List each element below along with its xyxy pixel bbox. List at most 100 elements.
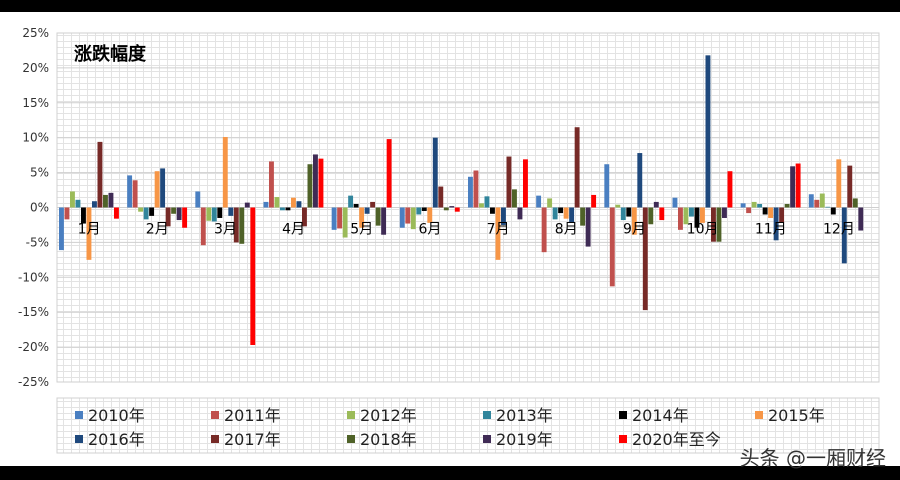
- bar: [768, 207, 774, 218]
- y-tick-label: 5%: [30, 166, 49, 180]
- bar: [795, 163, 801, 208]
- bar: [427, 207, 433, 223]
- bar: [410, 207, 416, 230]
- legend-label: 2013年: [496, 406, 553, 425]
- y-tick-label: -25%: [18, 375, 49, 389]
- bar: [479, 203, 484, 208]
- bar: [648, 207, 654, 225]
- legend-label: 2017年: [224, 430, 281, 449]
- bar: [740, 203, 746, 208]
- bar: [552, 207, 558, 220]
- y-tick-label: -15%: [18, 305, 49, 319]
- x-category-label: 3月: [214, 222, 237, 238]
- bar: [631, 207, 637, 235]
- legend-label: 2020年至今: [632, 430, 721, 449]
- bar: [694, 207, 700, 228]
- bar: [852, 198, 858, 208]
- bar: [727, 171, 733, 208]
- bar: [501, 207, 506, 225]
- y-tick-label: 10%: [22, 131, 49, 145]
- bar: [468, 176, 473, 208]
- bar: [280, 207, 285, 211]
- bar: [790, 166, 796, 208]
- x-category-label: 10月: [687, 222, 719, 238]
- y-tick-label: -5%: [26, 235, 49, 249]
- bar: [700, 207, 705, 223]
- bar: [819, 193, 825, 208]
- bar: [841, 207, 847, 264]
- bar: [132, 180, 138, 208]
- bar: [114, 207, 119, 219]
- bar: [746, 207, 752, 214]
- bar: [348, 195, 354, 208]
- bar: [615, 204, 621, 208]
- bar: [244, 202, 250, 208]
- bar: [127, 175, 133, 208]
- bar: [138, 207, 144, 212]
- bar: [285, 207, 291, 211]
- x-category-label: 2月: [146, 222, 169, 238]
- legend-label: 2016年: [88, 430, 145, 449]
- y-tick-label: -20%: [18, 340, 49, 354]
- legend-swatch: [755, 411, 763, 419]
- bar: [399, 207, 405, 228]
- bar: [331, 207, 337, 230]
- bar: [751, 201, 757, 208]
- bar: [154, 171, 160, 208]
- bar: [808, 194, 814, 208]
- bar: [858, 207, 864, 231]
- bar: [217, 207, 223, 218]
- legend-swatch: [483, 411, 491, 419]
- x-category-label: 9月: [623, 222, 646, 238]
- bar: [512, 189, 517, 208]
- bar: [506, 156, 512, 208]
- bar: [81, 207, 86, 224]
- bar: [722, 207, 727, 218]
- bar: [200, 207, 206, 246]
- bar: [70, 191, 75, 208]
- y-tick-label: -10%: [18, 270, 49, 284]
- bar: [604, 164, 610, 208]
- bar: [711, 207, 716, 242]
- bar: [386, 139, 392, 208]
- bar: [195, 191, 201, 208]
- bar: [171, 207, 177, 214]
- bar: [381, 207, 387, 235]
- bar: [359, 207, 365, 228]
- legend-swatch: [483, 435, 491, 443]
- x-category-label: 12月: [823, 222, 855, 238]
- bar: [438, 186, 444, 208]
- bar: [705, 55, 711, 208]
- y-tick-label: 0%: [30, 201, 49, 215]
- bar: [86, 207, 92, 260]
- bar: [473, 170, 479, 208]
- bar: [274, 197, 280, 208]
- legend-label: 2011年: [224, 406, 281, 425]
- legend-area: [56, 397, 880, 454]
- bar: [233, 207, 239, 243]
- legend-swatch: [211, 435, 219, 443]
- bar: [716, 207, 722, 242]
- bar: [313, 154, 318, 208]
- bar: [773, 207, 779, 241]
- bar: [143, 207, 149, 220]
- y-tick-label: 15%: [22, 96, 49, 110]
- bar: [405, 207, 411, 224]
- x-category-label: 1月: [78, 222, 101, 238]
- bar: [523, 159, 528, 208]
- bar: [495, 207, 501, 260]
- legend-swatch: [619, 435, 627, 443]
- bar: [176, 207, 182, 221]
- bar: [563, 207, 569, 219]
- bar: [108, 192, 114, 208]
- bar: [370, 201, 376, 208]
- bar: [149, 207, 155, 216]
- bar: [642, 207, 648, 311]
- bar: [421, 207, 427, 211]
- bar: [263, 201, 269, 208]
- x-category-label: 8月: [555, 222, 578, 238]
- bar: [182, 207, 188, 228]
- bar: [484, 196, 490, 208]
- x-category-label: 4月: [282, 222, 305, 238]
- bar: [536, 195, 542, 208]
